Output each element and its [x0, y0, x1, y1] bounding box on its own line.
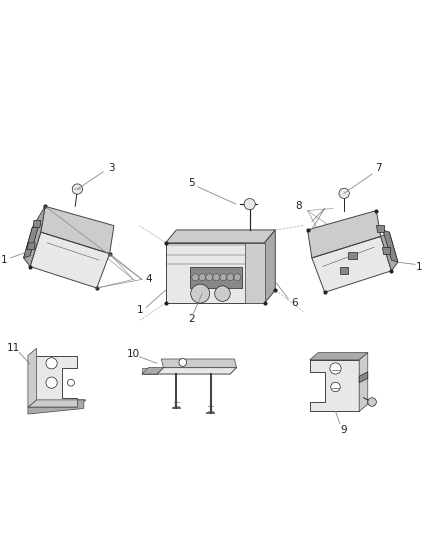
- Polygon shape: [381, 232, 398, 271]
- Text: 2: 2: [188, 314, 195, 325]
- Circle shape: [227, 274, 234, 281]
- Circle shape: [192, 274, 199, 281]
- Circle shape: [244, 198, 255, 209]
- Polygon shape: [24, 225, 39, 258]
- Circle shape: [199, 274, 206, 281]
- Polygon shape: [383, 230, 398, 262]
- Circle shape: [46, 377, 57, 388]
- Polygon shape: [166, 243, 265, 303]
- Circle shape: [234, 274, 241, 281]
- Polygon shape: [312, 236, 392, 292]
- Polygon shape: [340, 268, 348, 274]
- Circle shape: [206, 274, 213, 281]
- Polygon shape: [265, 230, 275, 303]
- Polygon shape: [359, 352, 368, 411]
- Text: 5: 5: [188, 177, 195, 188]
- Text: 3: 3: [109, 163, 115, 173]
- Polygon shape: [245, 243, 265, 303]
- Text: 7: 7: [375, 163, 382, 173]
- Text: 8: 8: [296, 201, 302, 211]
- Polygon shape: [24, 206, 45, 266]
- Circle shape: [368, 398, 376, 406]
- Circle shape: [331, 382, 340, 392]
- Circle shape: [179, 359, 187, 366]
- Polygon shape: [161, 359, 237, 368]
- Text: 1: 1: [416, 262, 423, 271]
- Polygon shape: [166, 230, 275, 243]
- Polygon shape: [376, 225, 384, 232]
- Polygon shape: [28, 348, 36, 407]
- Text: 4: 4: [145, 274, 152, 285]
- Polygon shape: [310, 352, 368, 360]
- Circle shape: [215, 286, 230, 301]
- Text: 6: 6: [291, 298, 298, 308]
- Text: 1: 1: [1, 255, 7, 265]
- Polygon shape: [28, 356, 78, 407]
- Polygon shape: [33, 221, 41, 228]
- Polygon shape: [28, 400, 86, 407]
- Polygon shape: [28, 400, 84, 414]
- Polygon shape: [191, 266, 242, 288]
- Text: 1: 1: [137, 304, 143, 314]
- Polygon shape: [382, 247, 390, 254]
- Polygon shape: [310, 360, 359, 411]
- Circle shape: [67, 379, 74, 386]
- Circle shape: [213, 274, 220, 281]
- Polygon shape: [307, 211, 381, 258]
- Text: 11: 11: [7, 343, 20, 353]
- Circle shape: [339, 188, 349, 198]
- Circle shape: [220, 274, 227, 281]
- Text: 10: 10: [127, 349, 140, 359]
- Circle shape: [330, 363, 341, 374]
- Polygon shape: [142, 368, 163, 374]
- Polygon shape: [142, 368, 157, 374]
- Polygon shape: [157, 368, 237, 374]
- Circle shape: [72, 184, 82, 194]
- Polygon shape: [348, 252, 357, 259]
- Circle shape: [191, 284, 210, 303]
- Polygon shape: [359, 372, 368, 383]
- Polygon shape: [41, 206, 114, 254]
- Polygon shape: [28, 243, 35, 250]
- Circle shape: [46, 358, 57, 369]
- Polygon shape: [30, 232, 110, 288]
- Text: 9: 9: [341, 425, 347, 435]
